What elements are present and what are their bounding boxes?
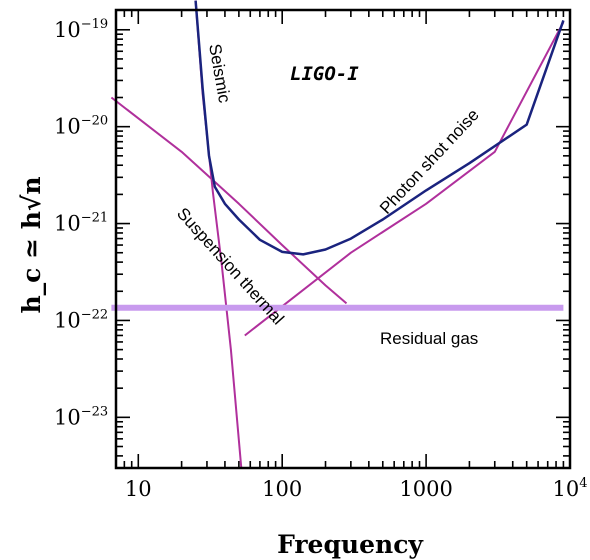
- y-tick-label: 10−22: [54, 307, 108, 332]
- series-line-total-noise: [194, 0, 565, 256]
- x-axis-title: Frequency: [277, 530, 424, 559]
- y-tick-label: 10−19: [54, 17, 108, 42]
- seismic-label: Seismic: [205, 42, 234, 104]
- x-tick-label: 100: [262, 477, 302, 501]
- series-line-photon-shot-noise: [244, 21, 565, 337]
- series-lines: [110, 0, 565, 469]
- chart-title: LIGO-I: [290, 63, 359, 85]
- tick-labels: 10 100 1000 104 10−23 10−22 10−21 10−20 10−19: [54, 17, 588, 501]
- y-tick-label: 10−20: [54, 114, 108, 139]
- x-tick-label: 104: [552, 476, 587, 501]
- y-tick-label: 10−21: [54, 211, 108, 236]
- y-tick-label: 10−23: [54, 404, 108, 429]
- y-axis-title: h_c ≃ h√n: [17, 176, 46, 313]
- residual-gas-label: Residual gas: [380, 329, 478, 348]
- x-tick-label: 1000: [399, 477, 452, 501]
- x-tick-label: 10: [125, 477, 152, 501]
- plot-frame: [114, 8, 572, 470]
- series-line-suspension-thermal: [110, 96, 348, 305]
